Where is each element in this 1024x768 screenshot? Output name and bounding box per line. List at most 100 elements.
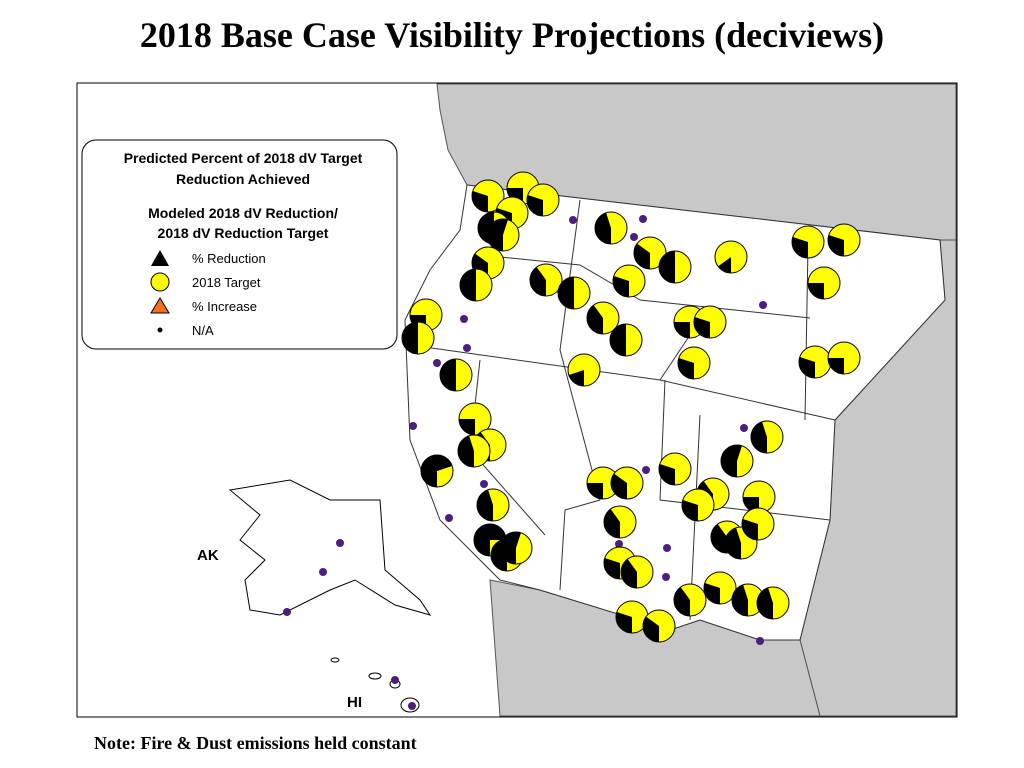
- pie: [658, 452, 692, 486]
- pie: [827, 223, 861, 257]
- pie: [476, 488, 510, 522]
- pie-wedge: [756, 587, 773, 619]
- legend-icon: [157, 327, 163, 333]
- pie: [791, 225, 825, 259]
- pie-wedge: [457, 435, 474, 468]
- pie-wedge: [808, 283, 824, 299]
- pie-wedge: [659, 251, 675, 283]
- pie-wedge: [610, 324, 626, 356]
- na-dot: [391, 676, 399, 684]
- pie-wedge: [529, 267, 546, 296]
- na-dot: [480, 480, 488, 488]
- pie-wedge: [616, 612, 632, 633]
- pie: [693, 305, 727, 339]
- western-states: [404, 184, 946, 641]
- legend-item: % Reduction: [192, 251, 266, 266]
- pie-wedge: [500, 532, 521, 564]
- pie: [612, 264, 646, 298]
- pie: [439, 358, 473, 392]
- na-dot: [409, 422, 417, 430]
- na-dot: [630, 233, 638, 241]
- na-dot: [642, 466, 650, 474]
- legend-icon: [150, 272, 170, 292]
- pie: [529, 263, 563, 297]
- hi-label: HI: [347, 694, 362, 711]
- pie-wedge: [620, 559, 637, 588]
- pie-wedge: [558, 277, 574, 309]
- na-dot: [433, 359, 441, 367]
- pie-wedge: [460, 269, 476, 301]
- pie: [807, 266, 841, 300]
- legend-subtitle: 2018 dV Reduction Target: [158, 225, 329, 241]
- pie-wedge: [613, 276, 629, 297]
- na-dot: [615, 540, 623, 548]
- pie: [681, 488, 715, 522]
- pie-wedge: [721, 445, 742, 477]
- ak-label: AK: [197, 547, 219, 564]
- pie-wedge: [568, 370, 584, 386]
- pie: [642, 609, 676, 643]
- na-dot: [662, 573, 670, 581]
- pie-wedge: [791, 237, 808, 258]
- title: 2018 Base Case Visibility Projections (d…: [139, 15, 885, 55]
- na-dot: [463, 344, 471, 352]
- pie: [486, 218, 520, 252]
- pie-wedge: [471, 191, 488, 212]
- na-dot: [460, 315, 468, 323]
- pie-wedge: [440, 359, 456, 391]
- pie-wedge: [678, 358, 694, 379]
- pie-wedge: [742, 519, 758, 540]
- pie: [620, 555, 654, 589]
- pie-sites: [401, 171, 861, 643]
- pie-wedge: [828, 235, 844, 256]
- na-dot: [445, 514, 453, 522]
- na-sites: [283, 215, 767, 710]
- pie-wedge: [604, 558, 620, 579]
- pie: [673, 583, 707, 617]
- pie: [557, 276, 591, 310]
- pie-wedge: [474, 524, 506, 556]
- pie-wedge: [711, 524, 727, 553]
- pie: [741, 507, 775, 541]
- pie: [610, 466, 644, 500]
- pie-wedge: [643, 616, 659, 642]
- pie-wedge: [828, 358, 844, 374]
- legend-icon: [151, 250, 169, 266]
- pie-wedge: [673, 587, 690, 616]
- pie-wedge: [586, 305, 603, 334]
- pie: [459, 268, 493, 302]
- pie-wedge: [724, 527, 741, 559]
- na-dot: [569, 216, 577, 224]
- legend-item: % Increase: [192, 299, 257, 314]
- pie: [594, 211, 628, 245]
- pie-wedge: [633, 243, 650, 269]
- pie-wedge: [718, 257, 731, 273]
- pie: [720, 444, 754, 478]
- pie: [633, 236, 667, 270]
- pie: [615, 600, 649, 634]
- na-dot: [759, 301, 767, 309]
- legend-box: [81, 139, 398, 350]
- legend-title: Predicted Percent of 2018 dV Target: [124, 150, 363, 166]
- pie: [586, 466, 620, 500]
- na-dot: [639, 215, 647, 223]
- pie: [609, 323, 643, 357]
- legend-subtitle: Modeled 2018 dV Reduction/: [148, 205, 338, 221]
- legend-item: N/A: [192, 323, 214, 338]
- pie-wedge: [674, 322, 690, 338]
- na-dot: [663, 544, 671, 552]
- na-dot: [740, 424, 748, 432]
- alaska: [228, 479, 432, 616]
- pie: [731, 583, 765, 617]
- legend-title: Reduction Achieved: [176, 171, 310, 187]
- pie-wedge: [731, 584, 748, 616]
- pie-wedge: [750, 421, 767, 454]
- pie: [499, 531, 533, 565]
- pie: [677, 346, 711, 380]
- pie-wedge: [659, 464, 675, 485]
- pie-wedge: [459, 419, 475, 435]
- pie: [471, 179, 505, 213]
- na-dot: [408, 702, 416, 710]
